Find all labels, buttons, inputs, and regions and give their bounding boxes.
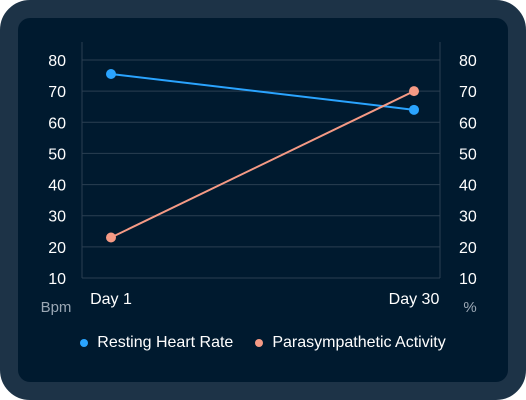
left-tick-label: 40 bbox=[48, 178, 66, 195]
left-tick-label: 70 bbox=[48, 84, 66, 101]
right-tick-label: 50 bbox=[459, 146, 477, 163]
chart-legend: Resting Heart Rate Parasympathetic Activ… bbox=[0, 334, 526, 352]
data-point bbox=[409, 86, 419, 97]
right-tick-label: 10 bbox=[459, 271, 477, 288]
legend-dot-icon bbox=[255, 339, 264, 347]
series-line bbox=[110, 73, 415, 111]
data-point bbox=[106, 232, 116, 243]
left-tick-label: 20 bbox=[48, 240, 66, 257]
right-tick-label: 20 bbox=[459, 240, 477, 257]
right-tick-label: 40 bbox=[459, 178, 477, 195]
category-label: Day 1 bbox=[90, 291, 132, 308]
left-tick-label: 30 bbox=[48, 209, 66, 226]
left-tick-label: 50 bbox=[48, 146, 66, 163]
legend-dot-icon bbox=[80, 339, 89, 347]
left-tick-label: 60 bbox=[48, 115, 66, 132]
legend-item-resting-heart-rate: Resting Heart Rate bbox=[80, 334, 233, 352]
legend-item-parasympathetic-activity: Parasympathetic Activity bbox=[255, 334, 446, 352]
data-point bbox=[106, 69, 116, 80]
left-axis-unit: Bpm bbox=[41, 299, 72, 316]
data-point bbox=[409, 104, 419, 115]
right-tick-label: 30 bbox=[459, 209, 477, 226]
category-label: Day 30 bbox=[389, 291, 440, 308]
legend-label: Parasympathetic Activity bbox=[272, 334, 446, 351]
series-line bbox=[110, 90, 415, 239]
right-tick-label: 60 bbox=[459, 115, 477, 132]
right-tick-label: 70 bbox=[459, 84, 477, 101]
right-tick-label: 80 bbox=[459, 53, 477, 70]
left-tick-label: 10 bbox=[48, 271, 66, 288]
right-axis-unit: % bbox=[463, 299, 476, 316]
left-tick-label: 80 bbox=[48, 53, 66, 70]
legend-label: Resting Heart Rate bbox=[97, 334, 234, 351]
